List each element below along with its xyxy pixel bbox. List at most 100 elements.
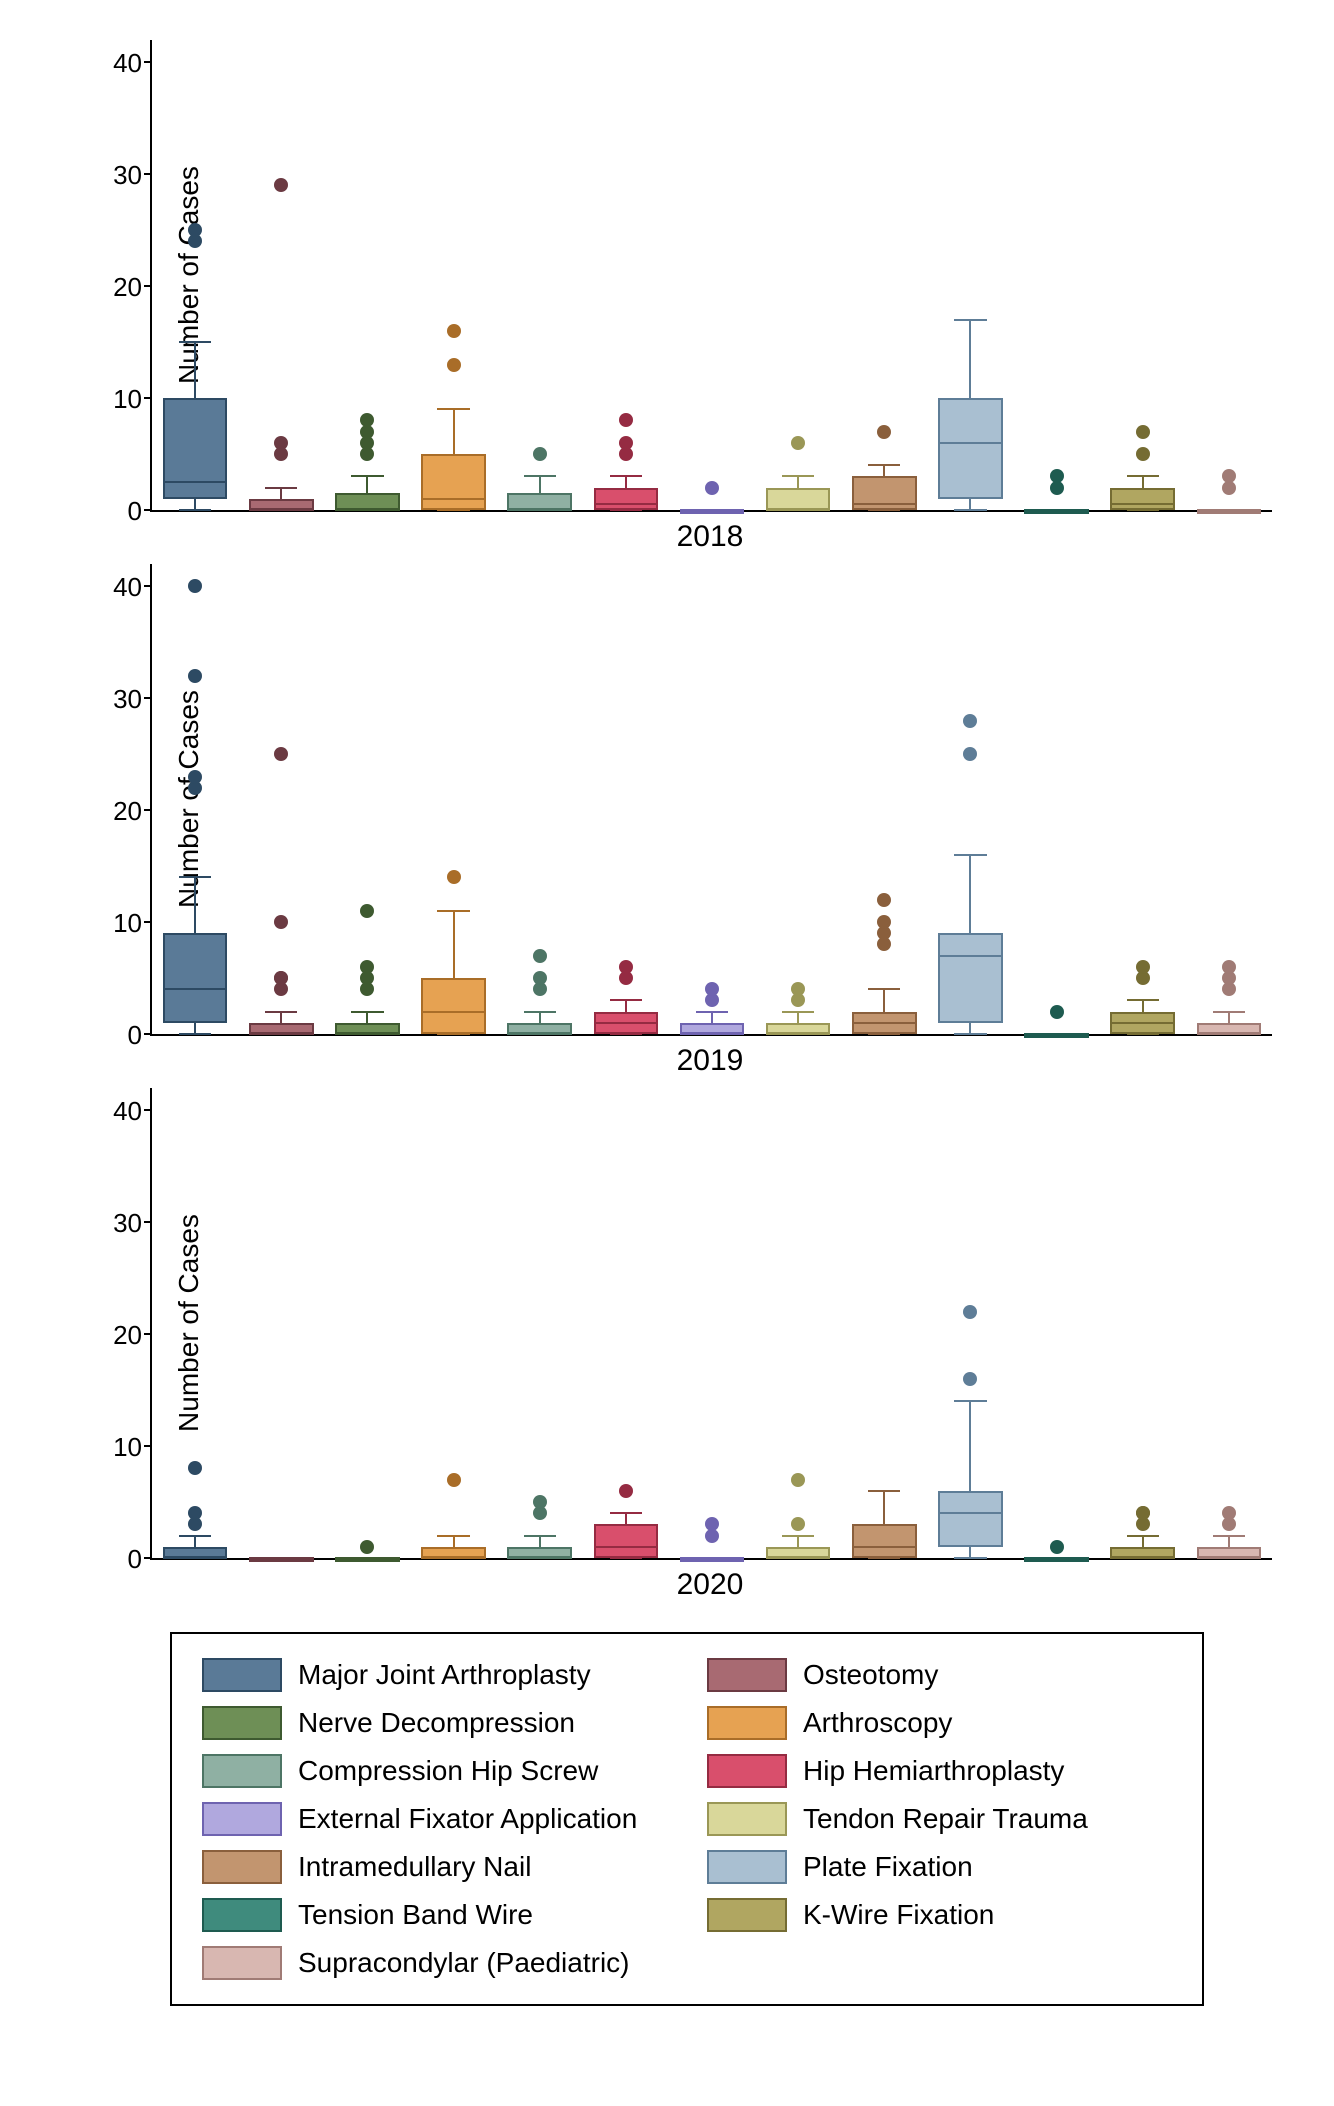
boxplot-supracondylar_paed [1197, 1088, 1262, 1558]
outlier-point [360, 960, 374, 974]
boxplot-plate_fixation [938, 40, 1003, 510]
y-tick-label: 10 [102, 1432, 142, 1463]
boxplot-tension_band_wire [1024, 564, 1089, 1034]
y-tick-label: 40 [102, 1096, 142, 1127]
panel-title: 2020 [150, 1568, 1270, 1602]
legend-label: K-Wire Fixation [803, 1899, 994, 1931]
outlier-point [360, 904, 374, 918]
legend-item-compression_hip_screw: Compression Hip Screw [202, 1754, 667, 1788]
legend-label: Arthroscopy [803, 1707, 952, 1739]
y-tick-label: 40 [102, 572, 142, 603]
outlier-point [877, 425, 891, 439]
y-tick-label: 0 [102, 1544, 142, 1575]
panel-2018: Number of Cases0102030402018 [50, 40, 1284, 554]
outlier-point [188, 1461, 202, 1475]
boxplot-intramedullary_nail [852, 40, 917, 510]
boxplot-hip_hemiarthroplasty [594, 564, 659, 1034]
boxplot-osteotomy [249, 40, 314, 510]
legend-swatch [707, 1898, 787, 1932]
boxplot-k_wire_fixation [1110, 40, 1175, 510]
outlier-point [360, 1540, 374, 1554]
boxplot-osteotomy [249, 564, 314, 1034]
outlier-point [877, 915, 891, 929]
outlier-point [1136, 960, 1150, 974]
outlier-point [533, 447, 547, 461]
boxplot-plate_fixation [938, 564, 1003, 1034]
legend-item-hip_hemiarthroplasty: Hip Hemiarthroplasty [707, 1754, 1172, 1788]
legend-label: Tendon Repair Trauma [803, 1803, 1088, 1835]
boxplot-major_joint_arthroplasty [163, 564, 228, 1034]
outlier-point [447, 358, 461, 372]
legend-item-intramedullary_nail: Intramedullary Nail [202, 1850, 667, 1884]
legend-swatch [707, 1658, 787, 1692]
legend-item-tendon_repair_trauma: Tendon Repair Trauma [707, 1802, 1172, 1836]
outlier-point [619, 436, 633, 450]
outlier-point [963, 1372, 977, 1386]
legend-item-arthroscopy: Arthroscopy [707, 1706, 1172, 1740]
outlier-point [447, 324, 461, 338]
boxplot-nerve_decompression [335, 40, 400, 510]
outlier-point [533, 1495, 547, 1509]
outlier-point [274, 178, 288, 192]
boxplot-major_joint_arthroplasty [163, 40, 228, 510]
y-tick-label: 0 [102, 496, 142, 527]
outlier-point [1050, 1540, 1064, 1554]
legend-item-tension_band_wire: Tension Band Wire [202, 1898, 667, 1932]
boxplot-tendon_repair_trauma [766, 40, 831, 510]
y-tick-label: 0 [102, 1020, 142, 1051]
y-tick-label: 30 [102, 684, 142, 715]
outlier-point [963, 714, 977, 728]
boxplot-supracondylar_paed [1197, 564, 1262, 1034]
legend: Major Joint ArthroplastyOsteotomyNerve D… [170, 1632, 1204, 2006]
legend-swatch [202, 1946, 282, 1980]
y-tick-label: 20 [102, 272, 142, 303]
outlier-point [791, 1517, 805, 1531]
y-tick-label: 40 [102, 48, 142, 79]
legend-swatch [202, 1802, 282, 1836]
legend-item-major_joint_arthroplasty: Major Joint Arthroplasty [202, 1658, 667, 1692]
legend-swatch [707, 1850, 787, 1884]
boxplot-osteotomy [249, 1088, 314, 1558]
legend-swatch [202, 1898, 282, 1932]
boxplot-compression_hip_screw [507, 1088, 572, 1558]
boxplot-external_fixator [680, 564, 745, 1034]
panel-2019: Number of Cases0102030402019 [50, 564, 1284, 1078]
outlier-point [1136, 447, 1150, 461]
outlier-point [705, 1517, 719, 1531]
boxplot-nerve_decompression [335, 1088, 400, 1558]
legend-item-k_wire_fixation: K-Wire Fixation [707, 1898, 1172, 1932]
outlier-point [274, 747, 288, 761]
y-tick-label: 20 [102, 1320, 142, 1351]
legend-label: Major Joint Arthroplasty [298, 1659, 591, 1691]
y-tick-label: 30 [102, 1208, 142, 1239]
legend-label: Tension Band Wire [298, 1899, 533, 1931]
outlier-point [963, 1305, 977, 1319]
boxplot-tension_band_wire [1024, 1088, 1089, 1558]
y-tick-label: 30 [102, 160, 142, 191]
legend-swatch [202, 1850, 282, 1884]
outlier-point [705, 481, 719, 495]
legend-label: Hip Hemiarthroplasty [803, 1755, 1064, 1787]
plot-area: Number of Cases010203040 [150, 1088, 1272, 1560]
boxplot-k_wire_fixation [1110, 1088, 1175, 1558]
outlier-point [963, 747, 977, 761]
boxplot-arthroscopy [421, 564, 486, 1034]
legend-label: Supracondylar (Paediatric) [298, 1947, 630, 1979]
y-tick-label: 10 [102, 384, 142, 415]
outlier-point [791, 436, 805, 450]
outlier-point [1222, 469, 1236, 483]
boxplot-tendon_repair_trauma [766, 564, 831, 1034]
figure-root: Number of Cases0102030402018Number of Ca… [0, 0, 1334, 2046]
boxplot-hip_hemiarthroplasty [594, 1088, 659, 1558]
boxplot-hip_hemiarthroplasty [594, 40, 659, 510]
legend-item-plate_fixation: Plate Fixation [707, 1850, 1172, 1884]
outlier-point [1222, 960, 1236, 974]
boxplot-arthroscopy [421, 1088, 486, 1558]
outlier-point [188, 579, 202, 593]
outlier-point [791, 1473, 805, 1487]
boxplot-plate_fixation [938, 1088, 1003, 1558]
outlier-point [619, 960, 633, 974]
boxplot-intramedullary_nail [852, 1088, 917, 1558]
boxplot-compression_hip_screw [507, 564, 572, 1034]
legend-label: Compression Hip Screw [298, 1755, 598, 1787]
